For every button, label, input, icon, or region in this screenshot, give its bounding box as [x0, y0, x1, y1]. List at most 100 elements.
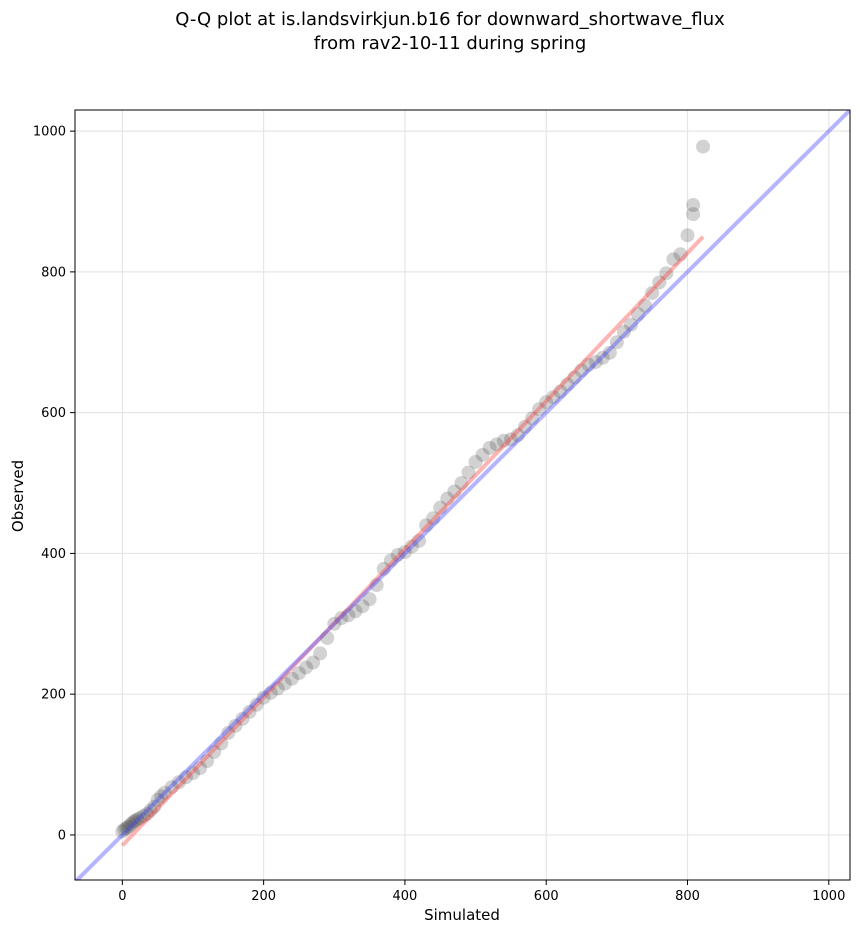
plot-series [75, 110, 850, 880]
data-point [369, 578, 384, 593]
data-point [249, 697, 264, 712]
data-point [341, 608, 356, 623]
data-point [602, 345, 617, 360]
data-point [119, 820, 134, 835]
data-point [121, 819, 136, 834]
data-point [132, 811, 147, 826]
data-point [532, 402, 547, 417]
data-point [125, 815, 140, 830]
x-tick-label: 400 [393, 889, 418, 904]
data-point [468, 454, 483, 469]
data-point [207, 744, 222, 759]
data-point [686, 198, 701, 213]
data-point [235, 711, 250, 726]
data-point [200, 754, 215, 769]
data-point [553, 384, 568, 399]
y-tick-label: 1000 [33, 125, 66, 140]
data-point [164, 780, 179, 795]
data-point [355, 599, 370, 614]
chart-title-line-2: from rav2-10-11 during spring [314, 33, 587, 54]
data-point [680, 228, 695, 243]
chart-title-line-1: Q-Q plot at is.landsvirkjun.b16 for down… [175, 9, 725, 30]
data-point [130, 812, 145, 827]
data-point [518, 419, 533, 434]
data-point [652, 275, 667, 290]
data-point [616, 324, 631, 339]
data-point [291, 666, 306, 681]
data-point [185, 766, 200, 781]
data-point [503, 432, 518, 447]
data-point [143, 803, 158, 818]
data-point [686, 207, 701, 222]
data-point [412, 533, 427, 548]
data-point [696, 139, 711, 154]
data-point [588, 354, 603, 369]
data-point [214, 736, 229, 751]
data-point [673, 247, 688, 262]
data-point [115, 824, 130, 839]
data-point [362, 592, 377, 607]
data-point [454, 476, 469, 491]
data-point [397, 545, 412, 560]
data-point [560, 377, 575, 392]
data-point [140, 806, 155, 821]
y-tick-label: 400 [41, 547, 66, 562]
data-point [221, 725, 236, 740]
data-point [390, 547, 405, 562]
data-point [525, 411, 540, 426]
data-point [447, 484, 462, 499]
data-point [242, 704, 257, 719]
data-point [645, 285, 660, 300]
data-point [376, 561, 391, 576]
data-point [313, 646, 328, 661]
data-point [609, 335, 624, 350]
reference-line [75, 110, 850, 880]
data-point [147, 799, 162, 814]
data-point [475, 447, 490, 462]
data-point [383, 553, 398, 568]
y-tick-label: 600 [41, 406, 66, 421]
data-point [482, 440, 497, 455]
data-point [306, 655, 321, 670]
axes-frame [74, 109, 851, 881]
data-point [666, 252, 681, 267]
data-point [659, 266, 674, 281]
data-point [228, 718, 243, 733]
data-point [546, 390, 561, 405]
data-point [334, 611, 349, 626]
y-tick-label: 200 [41, 688, 66, 703]
data-point [461, 465, 476, 480]
data-point [263, 685, 278, 700]
data-point [123, 817, 138, 832]
y-tick-label: 0 [58, 828, 66, 843]
y-tick-label: 800 [41, 265, 66, 280]
data-point [419, 518, 434, 533]
fit-line [120, 235, 705, 847]
data-point [256, 690, 271, 705]
data-point [136, 808, 151, 823]
x-tick-label: 200 [251, 889, 276, 904]
data-point [638, 298, 653, 313]
data-point [193, 761, 208, 776]
x-axis-label: Simulated [424, 906, 500, 924]
data-point [270, 681, 285, 696]
data-point [404, 539, 419, 554]
data-point [489, 437, 504, 452]
data-point [567, 370, 582, 385]
data-point [320, 630, 335, 645]
data-point [157, 785, 172, 800]
data-point [595, 350, 610, 365]
data-point [150, 792, 165, 807]
data-point [581, 357, 596, 372]
x-tick-label: 600 [534, 889, 559, 904]
data-point [631, 307, 646, 322]
data-point [440, 491, 455, 506]
data-point [574, 363, 589, 378]
data-point [623, 317, 638, 332]
data-point [433, 500, 448, 515]
data-point [327, 616, 342, 631]
grid [75, 110, 850, 880]
axis-ticks: 0 200 400 600 800 1000 0 200 400 600 800 1000 [33, 125, 845, 904]
plot-area [75, 110, 850, 880]
